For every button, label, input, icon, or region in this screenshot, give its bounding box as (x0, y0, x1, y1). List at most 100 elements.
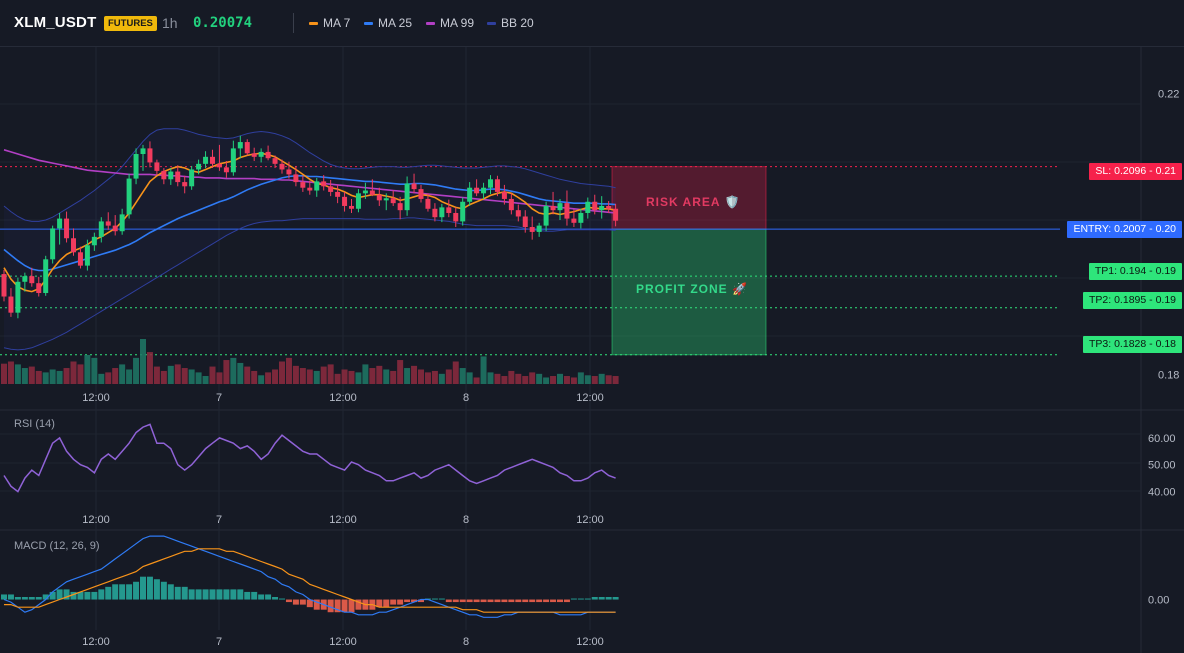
volume-bar (160, 370, 167, 384)
macd-histogram-bar (355, 599, 362, 610)
sl-level-label: SL: 0.2096 (1095, 165, 1147, 177)
tp3-axis-sep: - (1146, 338, 1156, 350)
macd-histogram-bar (202, 589, 209, 600)
candle-body (314, 181, 320, 191)
macd-histogram-bar (146, 576, 153, 600)
candle-body (515, 210, 521, 217)
macd-histogram-bar (265, 594, 272, 600)
legend-bb20[interactable]: BB 20 (487, 16, 534, 30)
volume-bar (591, 376, 598, 384)
volume-bar (133, 357, 140, 384)
candle-body (494, 179, 500, 192)
macd-histogram-bar (466, 599, 473, 603)
tp2-level-tag[interactable]: TP2: 0.1895 - 0.19 (1083, 292, 1182, 309)
macd-histogram-bar (543, 599, 550, 603)
rsi-pane-label: RSI (14) (14, 418, 55, 430)
volume-bar (543, 377, 550, 384)
volume-bar (438, 373, 445, 384)
candle-body (112, 225, 118, 232)
macd-histogram-bar (63, 589, 70, 600)
volume-bar (397, 360, 404, 384)
volume-bar (223, 360, 230, 384)
volume-bar (216, 372, 223, 384)
candle-body (383, 198, 389, 201)
macd-histogram-bar (327, 599, 334, 613)
volume-bar (258, 375, 265, 384)
macd-histogram-bar (577, 598, 584, 600)
volume-bar (404, 368, 411, 384)
candle-body (105, 221, 111, 226)
macd-histogram-bar (383, 599, 390, 608)
volume-bar (202, 376, 209, 384)
candle-body (154, 162, 160, 171)
candle-body (161, 170, 167, 180)
symbol-label[interactable]: XLM_USDT (14, 14, 97, 31)
legend-ma25-label: MA 25 (378, 16, 413, 30)
time-tick-label: 12:00 (329, 514, 357, 526)
timeframe-label[interactable]: 1h (162, 15, 178, 31)
time-tick-label: 12:00 (82, 636, 110, 648)
tp1-level-tag[interactable]: TP1: 0.194 - 0.19 (1088, 263, 1182, 280)
volume-bar (480, 356, 487, 384)
candle-body (15, 281, 21, 313)
candle-body (460, 201, 466, 222)
candle-body (335, 191, 341, 197)
sl-axis-value: 0.21 (1155, 165, 1176, 177)
volume-bar (35, 370, 42, 384)
macd-histogram-bar (605, 597, 612, 600)
volume-bar (285, 357, 292, 384)
profit-zone (611, 228, 767, 356)
macd-histogram-bar (91, 591, 98, 600)
macd-histogram-bar (7, 594, 14, 600)
volume-bar (42, 372, 49, 384)
tp3-level-tag[interactable]: TP3: 0.1828 - 0.18 (1083, 336, 1182, 353)
macd-histogram-bar (188, 589, 195, 600)
macd-histogram-bar (557, 599, 563, 603)
legend-ma7[interactable]: MA 7 (309, 16, 350, 30)
time-tick-label: 8 (463, 636, 469, 648)
legend-ma25[interactable]: MA 25 (364, 16, 412, 30)
volume-bar (327, 364, 334, 384)
candle-body (196, 163, 202, 170)
volume-bar (146, 352, 153, 384)
macd-histogram-bar (105, 586, 112, 600)
candle-body (91, 236, 97, 246)
candle-body (119, 214, 125, 232)
candle-body (501, 191, 507, 199)
sl-level-tag[interactable]: SL: 0.2096 - 0.21 (1089, 163, 1182, 180)
candle-body (189, 169, 195, 187)
candle-body (439, 207, 445, 218)
candle-body (286, 169, 292, 175)
volume-bar (418, 369, 424, 384)
candle-body (376, 194, 382, 201)
macd-histogram-bar (313, 599, 320, 610)
header-divider (293, 13, 294, 33)
candle-body (300, 182, 306, 188)
tp2-axis-sep: - (1146, 294, 1156, 306)
candle-body (418, 189, 424, 199)
candle-body (36, 283, 42, 294)
macd-histogram-bar (98, 589, 105, 600)
macd-histogram-bar (334, 599, 341, 613)
candle-body (543, 205, 549, 226)
macd-pane-label: MACD (12, 26, 9) (14, 540, 100, 552)
entry-axis-sep: - (1146, 223, 1156, 235)
macd-histogram-bar (612, 597, 619, 600)
volume-bar (563, 376, 570, 384)
candle-body (98, 221, 104, 237)
volume-bar (195, 372, 202, 384)
macd-histogram-bar (119, 584, 126, 600)
entry-level-tag[interactable]: ENTRY: 0.2007 - 0.20 (1067, 221, 1182, 238)
candle-body (210, 156, 215, 164)
volume-bar (167, 365, 174, 384)
macd-histogram-bar (251, 591, 258, 600)
volume-bar (126, 369, 133, 384)
volume-bar (376, 365, 383, 384)
legend-ma99-label: MA 99 (440, 16, 475, 30)
legend-ma99[interactable]: MA 99 (426, 16, 474, 30)
tp1-axis-sep: - (1146, 265, 1156, 277)
candle-body (71, 238, 76, 253)
candle-body (84, 245, 90, 266)
macd-histogram-bar (501, 599, 508, 603)
volume-bar (105, 372, 112, 384)
